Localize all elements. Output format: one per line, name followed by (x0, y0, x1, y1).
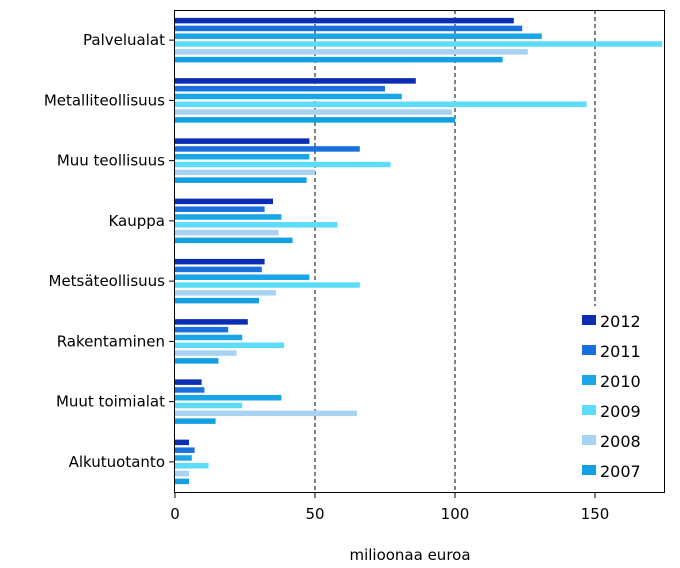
bar-rakentaminen-2007 (175, 358, 219, 364)
bar-rakentaminen-2012 (175, 319, 248, 325)
bar-palvelualat-2007 (175, 56, 503, 63)
bar-kauppa-2010 (175, 214, 282, 220)
bar-palvelualat-2010 (175, 33, 542, 39)
category-label: Metalliteollisuus (44, 91, 165, 109)
category-label: Palvelualat (83, 31, 165, 49)
legend-label-2008: 2008 (600, 432, 641, 451)
legend-label-2009: 2009 (600, 402, 641, 421)
bar-palvelualat-2008 (175, 49, 528, 55)
bar-alkutuotanto-2009 (175, 463, 209, 469)
bar-kauppa-2007 (175, 237, 293, 244)
bar-metalliteollisuus-2012 (175, 78, 416, 84)
legend: 2012 2011 2010 2009 2008 2007 (574, 306, 662, 492)
legend-label-2011: 2011 (600, 342, 641, 361)
bar-muu teollisuus-2011 (175, 146, 360, 152)
bar-metsäteollisuus-2011 (175, 266, 262, 273)
category-label: Muu teollisuus (57, 152, 165, 170)
bar-rakentaminen-2010 (175, 334, 243, 341)
bar-metalliteollisuus-2007 (175, 117, 455, 123)
bar-metalliteollisuus-2008 (175, 109, 453, 115)
bar-metsäteollisuus-2009 (175, 282, 360, 288)
category-label: Alkutuotanto (69, 453, 165, 471)
x-tick-label: 150 (581, 505, 610, 523)
x-axis-title: milioonaa euroa (349, 546, 470, 564)
bar-metsäteollisuus-2012 (175, 258, 265, 265)
plot-frame (174, 10, 665, 493)
legend-background (574, 306, 662, 492)
x-tick-label: 50 (305, 505, 324, 523)
category-label: Muut toimialat (56, 393, 165, 411)
bar-metsäteollisuus-2007 (175, 297, 259, 304)
bar-muu teollisuus-2007 (175, 177, 307, 183)
x-axis: 0 50 100 150 (170, 492, 609, 523)
bar-muu teollisuus-2009 (175, 161, 391, 168)
bar-muu teollisuus-2008 (175, 169, 315, 176)
bars-group (175, 17, 663, 485)
category-label: Kauppa (108, 212, 165, 230)
bar-kauppa-2008 (175, 229, 279, 236)
legend-label-2007: 2007 (600, 462, 641, 481)
bar-muut toimialat-2009 (175, 402, 243, 409)
bar-palvelualat-2012 (175, 17, 514, 24)
bar-kauppa-2011 (175, 206, 265, 212)
legend-swatch-2007 (582, 465, 596, 475)
bar-muut toimialat-2011 (175, 387, 205, 393)
legend-swatch-2008 (582, 435, 596, 445)
bar-metsäteollisuus-2008 (175, 290, 276, 296)
bar-alkutuotanto-2007 (175, 478, 189, 485)
x-tick-label: 0 (170, 505, 180, 523)
bar-metsäteollisuus-2010 (175, 274, 310, 280)
bar-muut toimialat-2012 (175, 379, 202, 385)
legend-label-2012: 2012 (600, 312, 641, 331)
legend-label-2010: 2010 (600, 372, 641, 391)
category-label: Rakentaminen (57, 332, 165, 350)
bar-metalliteollisuus-2010 (175, 93, 402, 100)
legend-swatch-2010 (582, 375, 596, 385)
y-axis: Palvelualat Metalliteollisuus Muu teollisu… (44, 31, 175, 471)
bar-muut toimialat-2007 (175, 418, 216, 424)
bar-kauppa-2009 (175, 222, 338, 228)
bar-kauppa-2012 (175, 198, 273, 205)
bar-muu teollisuus-2010 (175, 153, 310, 160)
bar-alkutuotanto-2008 (175, 470, 189, 477)
bar-rakentaminen-2011 (175, 326, 229, 333)
legend-swatch-2011 (582, 345, 596, 355)
bar-palvelualat-2011 (175, 25, 523, 32)
bar-metalliteollisuus-2009 (175, 101, 587, 108)
bar-muu teollisuus-2012 (175, 138, 310, 144)
category-label: Metsäteollisuus (49, 272, 166, 290)
bar-alkutuotanto-2011 (175, 447, 195, 453)
bar-rakentaminen-2009 (175, 342, 285, 349)
legend-swatch-2012 (582, 315, 596, 325)
bar-muut toimialat-2008 (175, 410, 357, 417)
bar-rakentaminen-2008 (175, 350, 237, 356)
legend-swatch-2009 (582, 405, 596, 415)
bar-alkutuotanto-2012 (175, 439, 189, 446)
x-tick-label: 100 (441, 505, 470, 523)
bar-muut toimialat-2010 (175, 394, 282, 401)
bar-metalliteollisuus-2011 (175, 85, 385, 92)
bar-palvelualat-2009 (175, 41, 663, 47)
bar-alkutuotanto-2010 (175, 455, 192, 461)
